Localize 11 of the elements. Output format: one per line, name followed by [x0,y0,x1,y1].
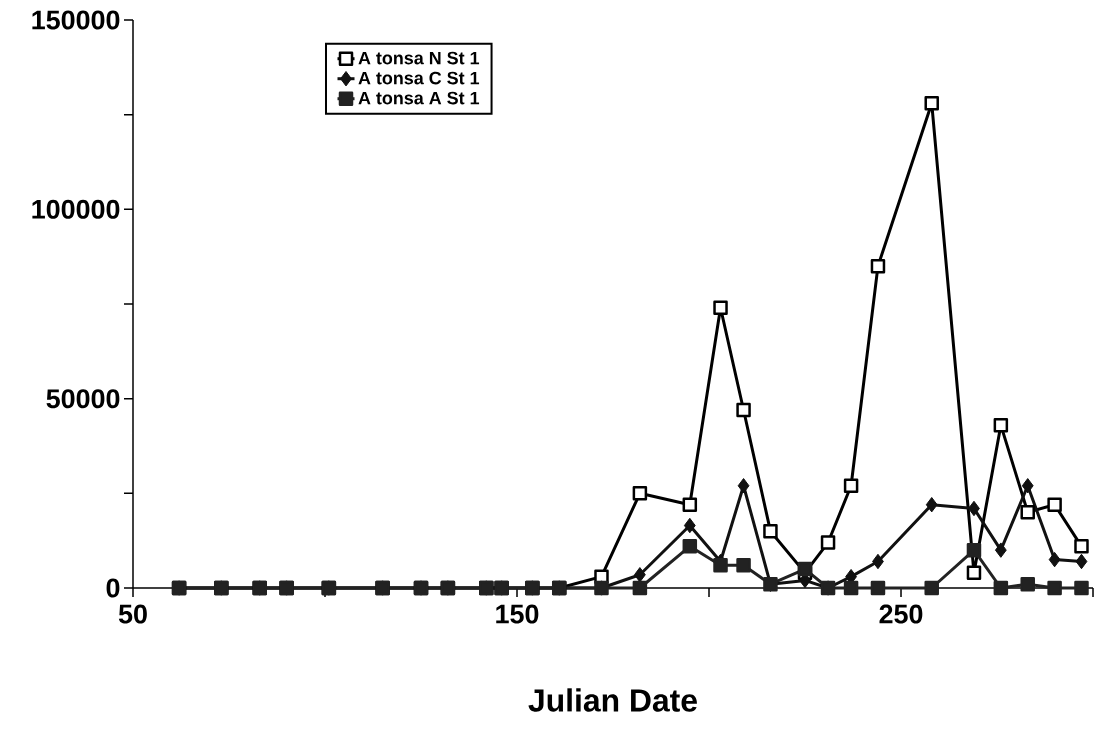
x-axis-title: Julian Date [528,688,697,712]
legend-label: A tonsa N St 1 [358,51,480,65]
legend-label: A tonsa A St 1 [358,91,480,105]
y-tick-label: 50000 [46,389,120,409]
y-tick-label: 0 [106,578,120,598]
y-tick-label: 150000 [32,10,120,30]
x-tick-label: 250 [879,604,923,624]
x-tick-label: 150 [496,604,539,624]
y-tick-label: 100000 [32,199,120,219]
legend-label: A tonsa C St 1 [358,71,480,85]
x-tick-label: 50 [118,604,147,624]
